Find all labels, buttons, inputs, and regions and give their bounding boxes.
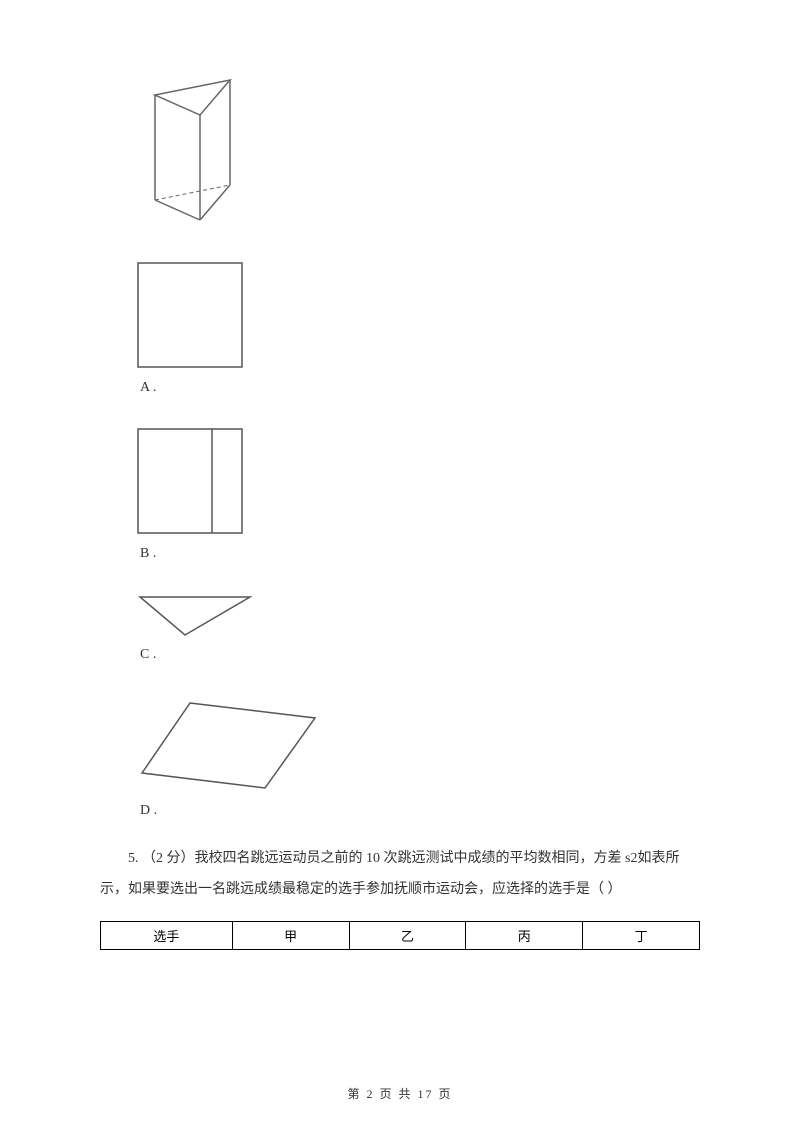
- page-footer: 第 2 页 共 17 页: [0, 1085, 800, 1102]
- option-c-svg: [130, 587, 260, 642]
- option-c-label: C .: [140, 647, 700, 663]
- prism-figure: [130, 60, 700, 230]
- option-d-label: D .: [140, 803, 700, 819]
- table-cell: 乙: [349, 921, 466, 949]
- table-cell: 选手: [101, 921, 233, 949]
- question-5-text: 5. （2 分）我校四名跳远运动员之前的 10 次跳远测试中成绩的平均数相同，方…: [100, 844, 700, 906]
- table-cell: 甲: [232, 921, 349, 949]
- prism-svg: [130, 60, 270, 230]
- option-d-svg: [130, 688, 330, 798]
- table-header-row: 选手 甲 乙 丙 丁: [101, 921, 700, 949]
- variance-table: 选手 甲 乙 丙 丁: [100, 921, 700, 950]
- option-a-label: A .: [140, 380, 700, 396]
- option-b-block: B .: [130, 421, 700, 562]
- option-d-block: D .: [130, 688, 700, 819]
- option-a-svg: [130, 255, 250, 375]
- option-b-label: B .: [140, 546, 700, 562]
- table-cell: 丁: [583, 921, 700, 949]
- option-b-svg: [130, 421, 250, 541]
- table-cell: 丙: [466, 921, 583, 949]
- option-a-block: A .: [130, 255, 700, 396]
- option-c-block: C .: [130, 587, 700, 663]
